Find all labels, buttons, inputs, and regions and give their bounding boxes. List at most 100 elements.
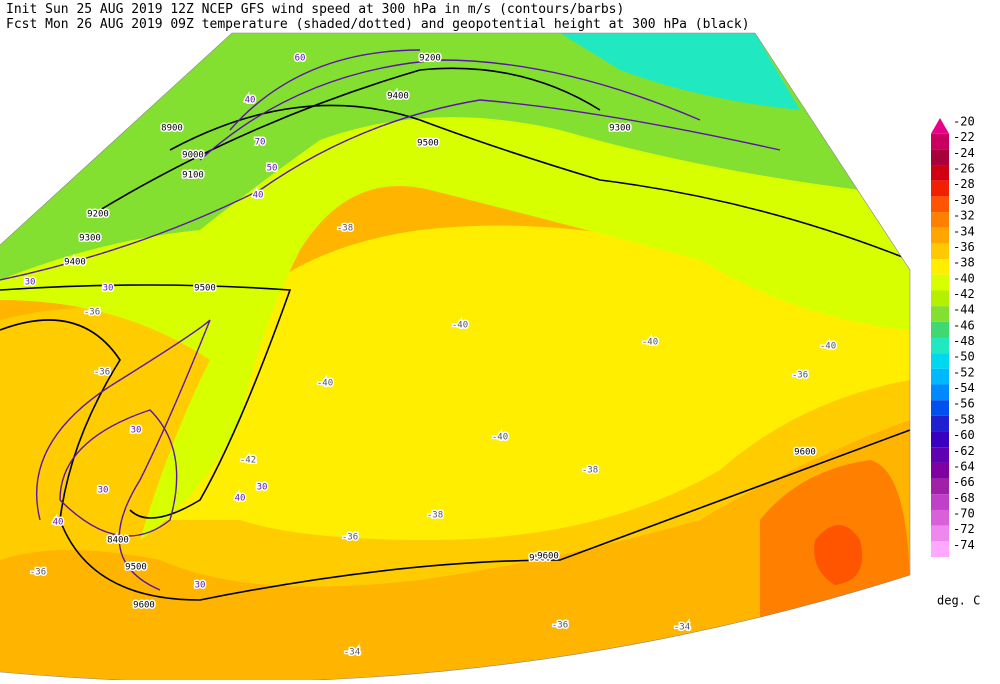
colorbar-swatch xyxy=(931,212,949,228)
temp-label: -36 xyxy=(552,621,568,631)
temp-label: -40 xyxy=(317,379,333,389)
colorbar-label: -36 xyxy=(953,240,975,254)
height-label: 9600 xyxy=(133,601,155,611)
colorbar-swatch xyxy=(931,462,949,479)
map-field xyxy=(0,33,910,680)
colorbar-swatch xyxy=(931,149,949,166)
map-labels: 8900 9000 9100 9200 9300 9400 9500 9500 9500 9600… xyxy=(23,52,838,659)
wind-label: 30 xyxy=(25,278,36,288)
temp-label: -42 xyxy=(240,456,256,466)
colorbar-swatch xyxy=(931,306,949,322)
colorbar-label: -70 xyxy=(953,506,975,520)
wind-label: 40 xyxy=(53,518,64,528)
field-green xyxy=(0,33,860,280)
colorbar-label: -42 xyxy=(953,287,975,301)
colorbar-label: -38 xyxy=(953,256,975,270)
colorbar-label: -44 xyxy=(953,303,975,317)
colorbar-label: -74 xyxy=(953,538,975,552)
colorbar-swatch xyxy=(931,478,949,495)
colorbar-swatch xyxy=(931,337,949,354)
wind-label: 60 xyxy=(295,54,306,64)
field-cyan xyxy=(560,33,800,110)
colorbar-label: -72 xyxy=(953,522,975,536)
colorbar-swatch xyxy=(931,447,949,463)
temp-label: -40 xyxy=(820,342,836,352)
height-label: 9500 xyxy=(125,563,147,573)
colorbar-swatch xyxy=(931,368,949,385)
wind-label: 40 xyxy=(245,96,256,106)
colorbar-label: -52 xyxy=(953,365,975,379)
colorbar-label: -24 xyxy=(953,146,975,160)
colorbar-swatch xyxy=(931,431,949,448)
height-label: 9200 xyxy=(87,210,109,220)
colorbar-label: -28 xyxy=(953,177,975,191)
colorbar-label: -30 xyxy=(953,193,975,207)
colorbar-label: -50 xyxy=(953,350,975,364)
colorbar-swatch xyxy=(931,400,949,416)
wind-label: 30 xyxy=(257,483,268,493)
colorbar-label: -60 xyxy=(953,428,975,442)
colorbar-label: -20 xyxy=(953,115,975,129)
height-label: 8400 xyxy=(107,536,129,546)
temp-label: -40 xyxy=(492,433,508,443)
temp-label: -36 xyxy=(30,568,46,578)
temp-label: -36 xyxy=(94,368,110,378)
colorbar-swatch xyxy=(931,321,949,338)
temp-label: -40 xyxy=(642,338,658,348)
colorbar-swatch xyxy=(931,196,949,213)
colorbar-label: -48 xyxy=(953,334,975,348)
height-label: 9400 xyxy=(387,92,409,102)
height-label: 9100 xyxy=(182,171,204,181)
colorbar-label: -26 xyxy=(953,162,975,176)
colorbar-swatch xyxy=(931,274,949,291)
height-label: 9000 xyxy=(182,151,204,161)
colorbar-label: -40 xyxy=(953,271,975,285)
colorbar-label: -22 xyxy=(953,130,975,144)
wind-label: 50 xyxy=(267,164,278,174)
header-line-1: Init Sun 25 AUG 2019 12Z NCEP GFS wind s… xyxy=(6,2,624,17)
height-contours xyxy=(0,67,910,601)
wind-label: 30 xyxy=(131,426,142,436)
height-label: 9300 xyxy=(609,124,631,134)
colorbar-swatch xyxy=(931,415,949,432)
colorbar-swatch xyxy=(931,243,949,260)
height-label: 9600 xyxy=(794,448,816,458)
colorbar-label: -34 xyxy=(953,224,975,238)
wind-label: 40 xyxy=(253,191,264,201)
colorbar-swatch xyxy=(931,118,949,134)
height-label: 9500 xyxy=(529,554,551,564)
header-line-2: Fcst Mon 26 AUG 2019 09Z temperature (sh… xyxy=(6,17,750,32)
colorbar-swatch xyxy=(931,541,949,557)
temp-label: -40 xyxy=(452,321,468,331)
colorbar-label: -62 xyxy=(953,444,975,458)
temp-label: -34 xyxy=(674,623,690,633)
colorbar-label: -58 xyxy=(953,412,975,426)
temp-label: -38 xyxy=(337,224,353,234)
wind-contours xyxy=(0,49,781,591)
colorbar-swatch xyxy=(931,227,949,244)
wind-label: 70 xyxy=(255,138,266,148)
colorbar: -20-22 -24 -26-28 -30 -32-34 -36 -38-40 -42 -44 -… xyxy=(931,115,975,557)
colorbar-unit: deg. C xyxy=(937,594,980,608)
temp-label: -38 xyxy=(582,466,598,476)
wind-label: 30 xyxy=(195,581,206,591)
colorbar-label: -54 xyxy=(953,381,975,395)
temp-label: -36 xyxy=(84,308,100,318)
temp-label: -36 xyxy=(342,533,358,543)
colorbar-swatch xyxy=(931,509,949,526)
colorbar-swatch xyxy=(931,290,949,307)
height-label: 8900 xyxy=(161,124,183,134)
temp-label: -38 xyxy=(427,511,443,521)
colorbar-swatch xyxy=(931,494,949,510)
temp-label: -36 xyxy=(792,371,808,381)
colorbar-swatch xyxy=(931,384,949,401)
colorbar-swatch xyxy=(931,180,949,197)
colorbar-swatch xyxy=(931,525,949,542)
colorbar-swatch xyxy=(931,165,949,181)
colorbar-label: -32 xyxy=(953,209,975,223)
height-label: 9300 xyxy=(79,234,101,244)
colorbar-label: -56 xyxy=(953,397,975,411)
height-label: 9500 xyxy=(417,139,439,149)
colorbar-swatch xyxy=(931,259,949,275)
